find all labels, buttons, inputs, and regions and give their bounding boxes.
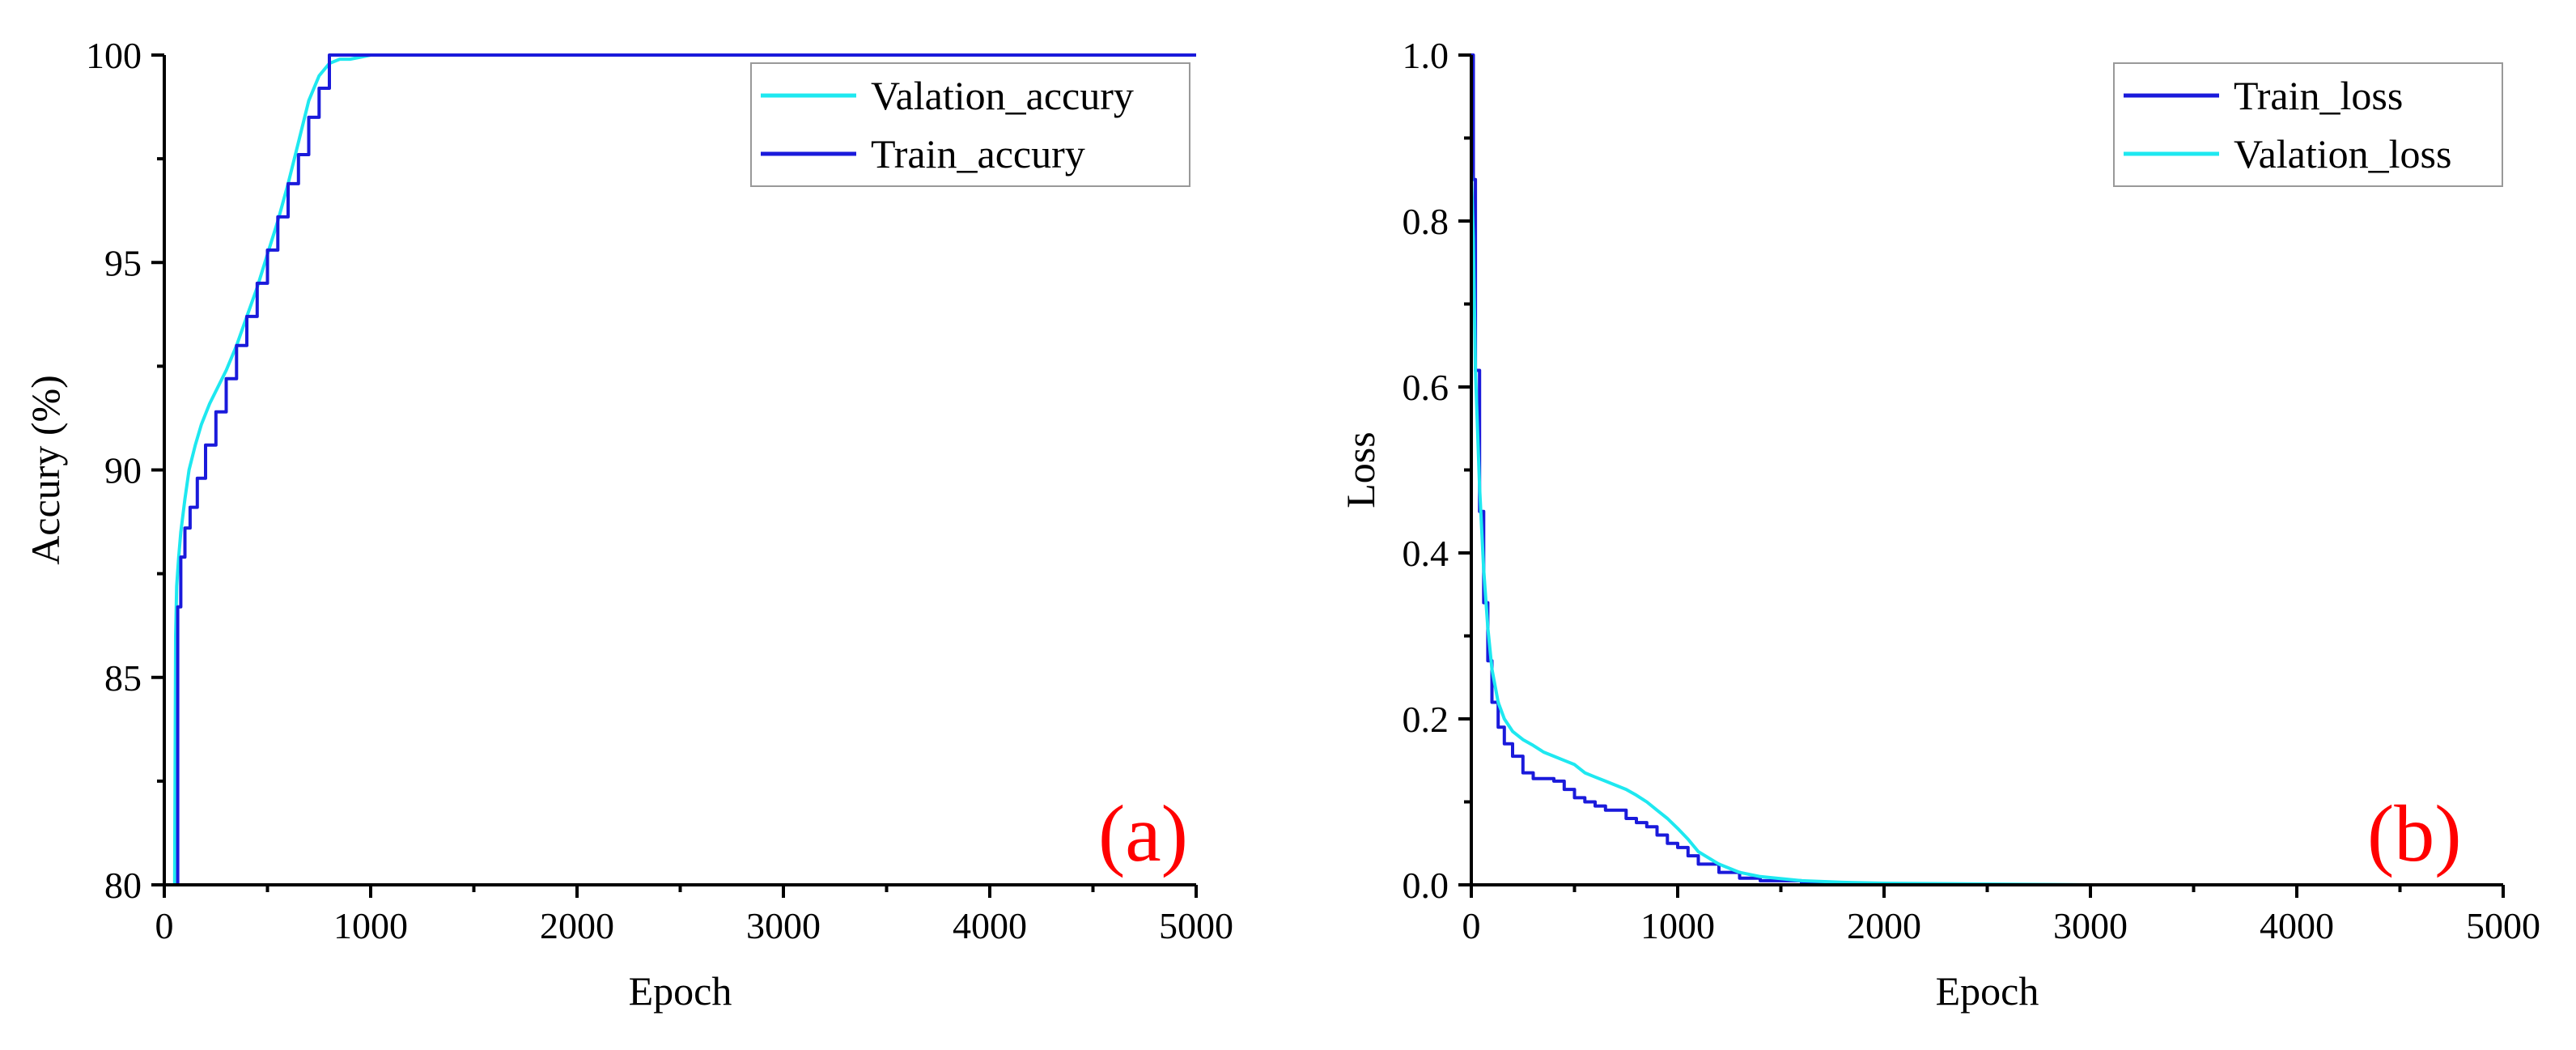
panel-label: (a) xyxy=(1098,789,1188,878)
panel-b-loss: 0 1000 2000 3000 4000 5000 0.0 0.2 0.4 0.6 0.8 1.0 E… xyxy=(1338,35,2540,1014)
y-tick-label: 0.0 xyxy=(1403,865,1449,906)
y-axis-title: Accury (%) xyxy=(23,375,68,565)
series-line-valation-accury xyxy=(172,53,371,886)
x-tick-label: 5000 xyxy=(2466,905,2540,946)
legend: Train_loss Valation_loss xyxy=(2113,62,2503,187)
y-tick-label: 90 xyxy=(104,450,142,491)
x-tick-label: 4000 xyxy=(2260,905,2334,946)
x-tick-label: 3000 xyxy=(746,905,821,946)
legend-label: Valation_accury xyxy=(871,73,1134,118)
y-tick-label: 85 xyxy=(104,657,142,699)
x-tick-label: 5000 xyxy=(1159,905,1233,946)
x-tick-label: 1000 xyxy=(333,905,408,946)
series-line-valation-loss xyxy=(1470,171,2503,886)
y-tick-label: 0.6 xyxy=(1403,367,1449,408)
y-tick-label: 100 xyxy=(86,35,142,76)
y-tick-label: 0.8 xyxy=(1403,201,1449,242)
panel-a-accuracy: 0 1000 2000 3000 4000 5000 80 85 90 95 100 Epoch Acc… xyxy=(23,35,1233,1014)
x-axis-title: Epoch xyxy=(629,968,732,1014)
y-tick-label: 0.4 xyxy=(1403,533,1449,574)
x-tick-label: 0 xyxy=(1462,905,1481,946)
x-tick-label: 1000 xyxy=(1640,905,1715,946)
legend-label: Train_loss xyxy=(2234,73,2403,118)
legend-box xyxy=(750,62,1190,187)
x-tick-label: 2000 xyxy=(540,905,614,946)
series-line-train-accury xyxy=(174,53,1196,886)
x-tick-label: 4000 xyxy=(953,905,1027,946)
x-tick-label: 3000 xyxy=(2053,905,2128,946)
y-tick-label: 0.2 xyxy=(1403,699,1449,740)
legend-label: Train_accury xyxy=(871,131,1085,176)
y-tick-label: 1.0 xyxy=(1403,35,1449,76)
legend: Valation_accury Train_accury xyxy=(750,62,1190,187)
y-tick-label: 95 xyxy=(104,242,142,283)
x-axis-title: Epoch xyxy=(1936,968,2039,1014)
x-tick-label: 2000 xyxy=(1847,905,1921,946)
y-tick-label: 80 xyxy=(104,865,142,906)
panel-label: (b) xyxy=(2367,789,2462,878)
x-tick-label: 0 xyxy=(155,905,174,946)
y-axis-title: Loss xyxy=(1338,431,1383,508)
legend-label: Valation_loss xyxy=(2234,131,2451,176)
legend-box xyxy=(2113,62,2503,187)
